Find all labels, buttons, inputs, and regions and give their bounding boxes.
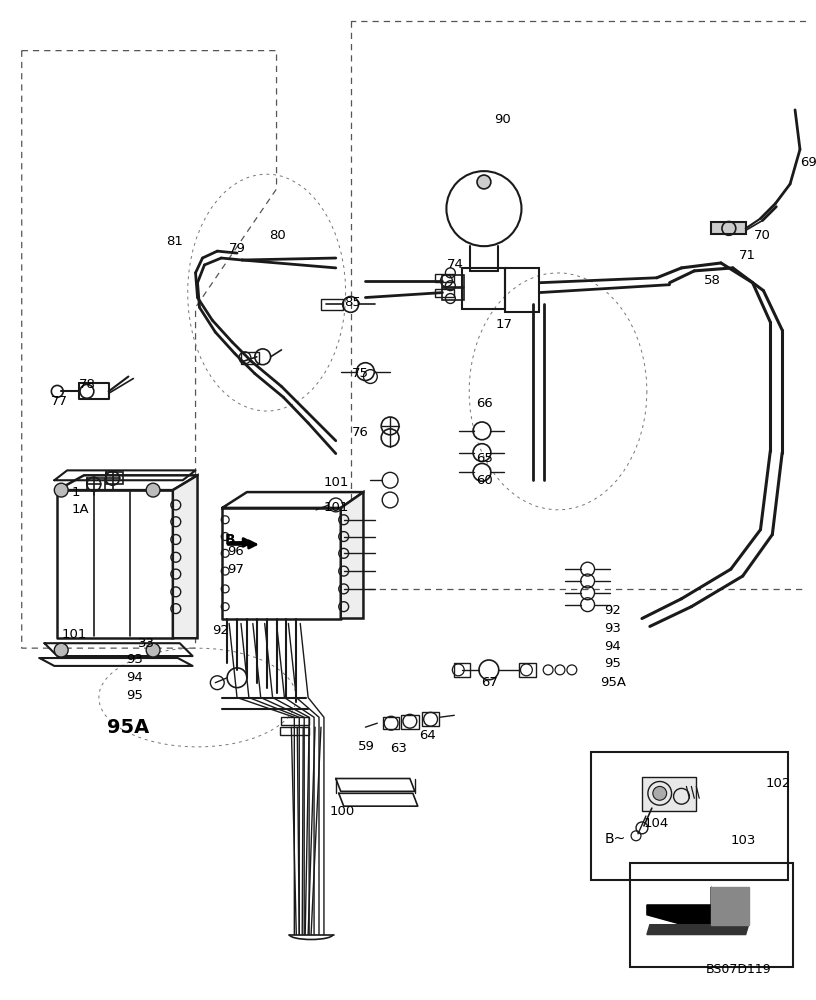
Polygon shape [173, 475, 197, 638]
Bar [401, 715, 419, 729]
Bar [87, 478, 104, 490]
Text: 101: 101 [324, 476, 349, 489]
Text: 66: 66 [476, 397, 493, 410]
Bar [591, 752, 788, 880]
Text: 93: 93 [605, 622, 621, 635]
Text: B: B [225, 533, 236, 547]
Bar [442, 288, 464, 300]
Text: 95A: 95A [107, 718, 149, 737]
Bar [280, 727, 309, 735]
Text: 92: 92 [605, 604, 621, 617]
Bar [106, 472, 123, 484]
Text: 70: 70 [753, 229, 770, 242]
Text: 75: 75 [352, 367, 369, 380]
Text: 81: 81 [166, 235, 183, 248]
Text: 94: 94 [605, 640, 621, 653]
Text: 60: 60 [476, 474, 493, 487]
Text: 100: 100 [330, 805, 355, 818]
Text: 1A: 1A [71, 503, 89, 516]
Circle shape [146, 483, 160, 497]
Text: 64: 64 [419, 729, 436, 742]
Bar [518, 663, 536, 677]
Text: 69: 69 [800, 156, 816, 169]
Bar [462, 268, 504, 309]
Polygon shape [711, 887, 748, 925]
Text: 67: 67 [481, 676, 498, 689]
Polygon shape [711, 222, 746, 234]
Text: B~: B~ [605, 832, 626, 846]
Text: 92: 92 [212, 624, 229, 637]
Bar [384, 717, 399, 729]
Text: 17: 17 [496, 318, 512, 331]
Text: 93: 93 [126, 653, 144, 666]
Circle shape [55, 483, 69, 497]
Bar [455, 663, 470, 677]
Text: 77: 77 [51, 395, 69, 408]
Text: 65: 65 [476, 452, 493, 465]
Circle shape [146, 643, 160, 657]
Text: 95: 95 [126, 689, 144, 702]
Text: 95A: 95A [601, 676, 627, 689]
Text: 90: 90 [494, 113, 511, 126]
Bar [422, 712, 440, 726]
Circle shape [477, 175, 491, 189]
Polygon shape [647, 887, 746, 933]
Text: 96: 96 [227, 545, 244, 558]
Text: 59: 59 [357, 740, 375, 753]
Bar [282, 717, 309, 725]
Bar [642, 777, 696, 811]
Text: 79: 79 [229, 242, 246, 255]
Bar [435, 289, 455, 297]
Bar [241, 352, 259, 364]
Bar [630, 863, 793, 967]
Text: 71: 71 [738, 249, 756, 262]
Text: 102: 102 [765, 777, 791, 790]
Polygon shape [647, 925, 748, 935]
Text: 97: 97 [227, 563, 244, 576]
Text: 85: 85 [344, 296, 361, 309]
Polygon shape [341, 492, 363, 619]
Text: 103: 103 [731, 834, 756, 847]
Text: 33: 33 [138, 637, 155, 650]
Circle shape [55, 643, 69, 657]
Text: 94: 94 [126, 671, 143, 684]
Text: 63: 63 [390, 742, 407, 755]
Bar [321, 299, 343, 310]
Bar [435, 274, 455, 282]
Text: 78: 78 [79, 378, 96, 391]
Text: 58: 58 [704, 274, 721, 287]
Text: 76: 76 [352, 426, 369, 439]
Text: 104: 104 [644, 817, 669, 830]
Text: 1: 1 [71, 486, 80, 499]
Text: BS07D119: BS07D119 [706, 963, 772, 976]
Text: 101: 101 [324, 501, 349, 514]
Bar [504, 268, 539, 312]
Circle shape [653, 786, 667, 800]
Text: 74: 74 [446, 258, 463, 271]
Text: 80: 80 [268, 229, 286, 242]
Bar [442, 275, 464, 287]
Text: 95: 95 [605, 657, 621, 670]
Text: 101: 101 [61, 628, 86, 641]
